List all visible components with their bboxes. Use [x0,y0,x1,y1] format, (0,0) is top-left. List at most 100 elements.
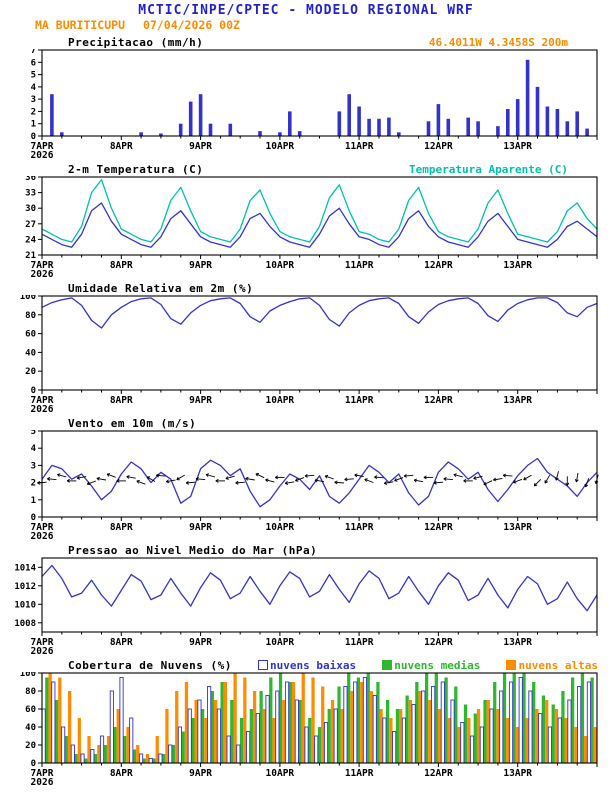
cloud-legend-box-2 [506,660,517,670]
cloud-legend-high: nuvens altas [506,660,598,672]
svg-text:9APR: 9APR [189,141,212,152]
svg-text:11APR: 11APR [345,768,374,779]
temperature-title-row: 2-m Temperatura (C) Temperatura Aparente… [0,162,612,176]
cloud-legend-box-0 [257,660,268,670]
svg-text:12APR: 12APR [424,522,453,533]
humidity-title-row: Umidade Relativa em 2m (%) [0,281,612,295]
svg-text:13APR: 13APR [503,141,532,152]
svg-text:12APR: 12APR [424,141,453,152]
pressure-title-row: Pressao ao Nivel Medio do Mar (hPa) [0,543,612,557]
svg-text:20: 20 [25,741,36,751]
svg-text:100: 100 [20,295,36,302]
panel-title-humidity: Umidade Relativa em 2m (%) [68,282,254,295]
svg-text:1: 1 [31,496,36,506]
svg-text:11APR: 11APR [345,522,374,533]
svg-text:6: 6 [31,58,36,68]
svg-text:9APR: 9APR [189,637,212,648]
svg-text:12APR: 12APR [424,768,453,779]
svg-text:80: 80 [25,687,36,697]
panel-humidity: Umidade Relativa em 2m (%) 0 20 40 60 80 100 7… [0,281,612,414]
panel-pressure: Pressao ao Nivel Medio do Mar (hPa) 1008… [0,543,612,656]
panel-wind: Vento em 10m (m/s) 0 1 2 3 4 5 7APR 2026 8APR 9AP… [0,416,612,541]
svg-text:60: 60 [25,705,36,715]
svg-text:8APR: 8APR [110,141,133,152]
svg-text:7APR: 7APR [31,260,54,271]
svg-text:1010: 1010 [14,600,36,610]
svg-text:5: 5 [31,71,36,81]
panel-precipitation: Precipitacao (mm/h) 46.4011W 4.3458S 200… [0,35,612,160]
panel-title-wind: Vento em 10m (m/s) [68,417,197,430]
svg-text:36: 36 [25,176,36,183]
svg-text:40: 40 [25,348,36,358]
cloud-legend-low: nuvens baixas [257,659,357,672]
svg-text:60: 60 [25,330,36,340]
svg-text:30: 30 [25,204,36,214]
panel-title-temperature: 2-m Temperatura (C) [68,163,204,176]
svg-text:1: 1 [31,120,36,130]
svg-text:33: 33 [25,189,36,199]
svg-text:10APR: 10APR [266,637,295,648]
svg-text:27: 27 [25,220,36,230]
cloud-legend-label-1: nuvens medias [394,659,481,672]
svg-text:12APR: 12APR [424,395,453,406]
svg-text:2026: 2026 [31,777,54,787]
svg-text:100: 100 [20,672,36,679]
svg-text:7APR: 7APR [31,141,54,152]
svg-text:8APR: 8APR [110,768,133,779]
cloud-legend-label-0: nuvens baixas [269,659,357,672]
svg-text:3: 3 [31,95,36,105]
svg-text:10APR: 10APR [266,260,295,271]
svg-text:10APR: 10APR [266,768,295,779]
panel-clouds: Cobertura de Nuvens (%) nuvens baixas nu… [0,658,612,788]
svg-text:9APR: 9APR [189,260,212,271]
svg-text:11APR: 11APR [345,260,374,271]
svg-text:2026: 2026 [31,646,54,656]
header-subtitle: MA BURITICUPU 07/04/2026 00Z [0,18,612,33]
svg-text:40: 40 [25,723,36,733]
svg-text:2026: 2026 [31,150,54,160]
station-coordinates: 46.4011W 4.3458S 200m [428,36,568,49]
svg-text:2: 2 [31,107,36,117]
svg-text:7APR: 7APR [31,395,54,406]
wind-title-row: Vento em 10m (m/s) [0,416,612,430]
svg-text:12APR: 12APR [424,260,453,271]
svg-text:7APR: 7APR [31,637,54,648]
svg-text:0: 0 [31,513,36,523]
temperature-apparent-legend: Temperatura Aparente (C) [409,163,568,176]
svg-text:0: 0 [31,386,36,396]
svg-text:4: 4 [31,444,37,454]
svg-text:3: 3 [31,461,36,471]
svg-text:2026: 2026 [31,404,54,414]
svg-text:7APR: 7APR [31,522,54,533]
svg-text:21: 21 [25,251,36,261]
svg-text:11APR: 11APR [345,637,374,648]
panel-title-clouds: Cobertura de Nuvens (%) [68,659,232,672]
svg-text:10APR: 10APR [266,522,295,533]
svg-text:7APR: 7APR [31,768,54,779]
svg-text:4: 4 [31,83,37,93]
svg-text:1008: 1008 [14,619,36,629]
svg-text:12APR: 12APR [424,637,453,648]
panel-temperature: 2-m Temperatura (C) Temperatura Aparente… [0,162,612,279]
svg-text:0: 0 [31,132,36,142]
svg-text:8APR: 8APR [110,395,133,406]
svg-text:9APR: 9APR [189,522,212,533]
svg-text:13APR: 13APR [503,522,532,533]
svg-text:20: 20 [25,367,36,377]
svg-text:13APR: 13APR [503,637,532,648]
svg-text:13APR: 13APR [503,260,532,271]
cloud-legend-medium: nuvens medias [382,660,480,672]
model-title: MCTIC/INPE/CPTEC - MODELO REGIONAL WRF [138,3,474,18]
svg-text:10APR: 10APR [266,395,295,406]
svg-text:9APR: 9APR [189,395,212,406]
svg-text:9APR: 9APR [189,768,212,779]
svg-text:1014: 1014 [14,563,36,573]
svg-text:7: 7 [31,49,36,56]
svg-text:11APR: 11APR [345,395,374,406]
svg-text:2026: 2026 [31,531,54,541]
